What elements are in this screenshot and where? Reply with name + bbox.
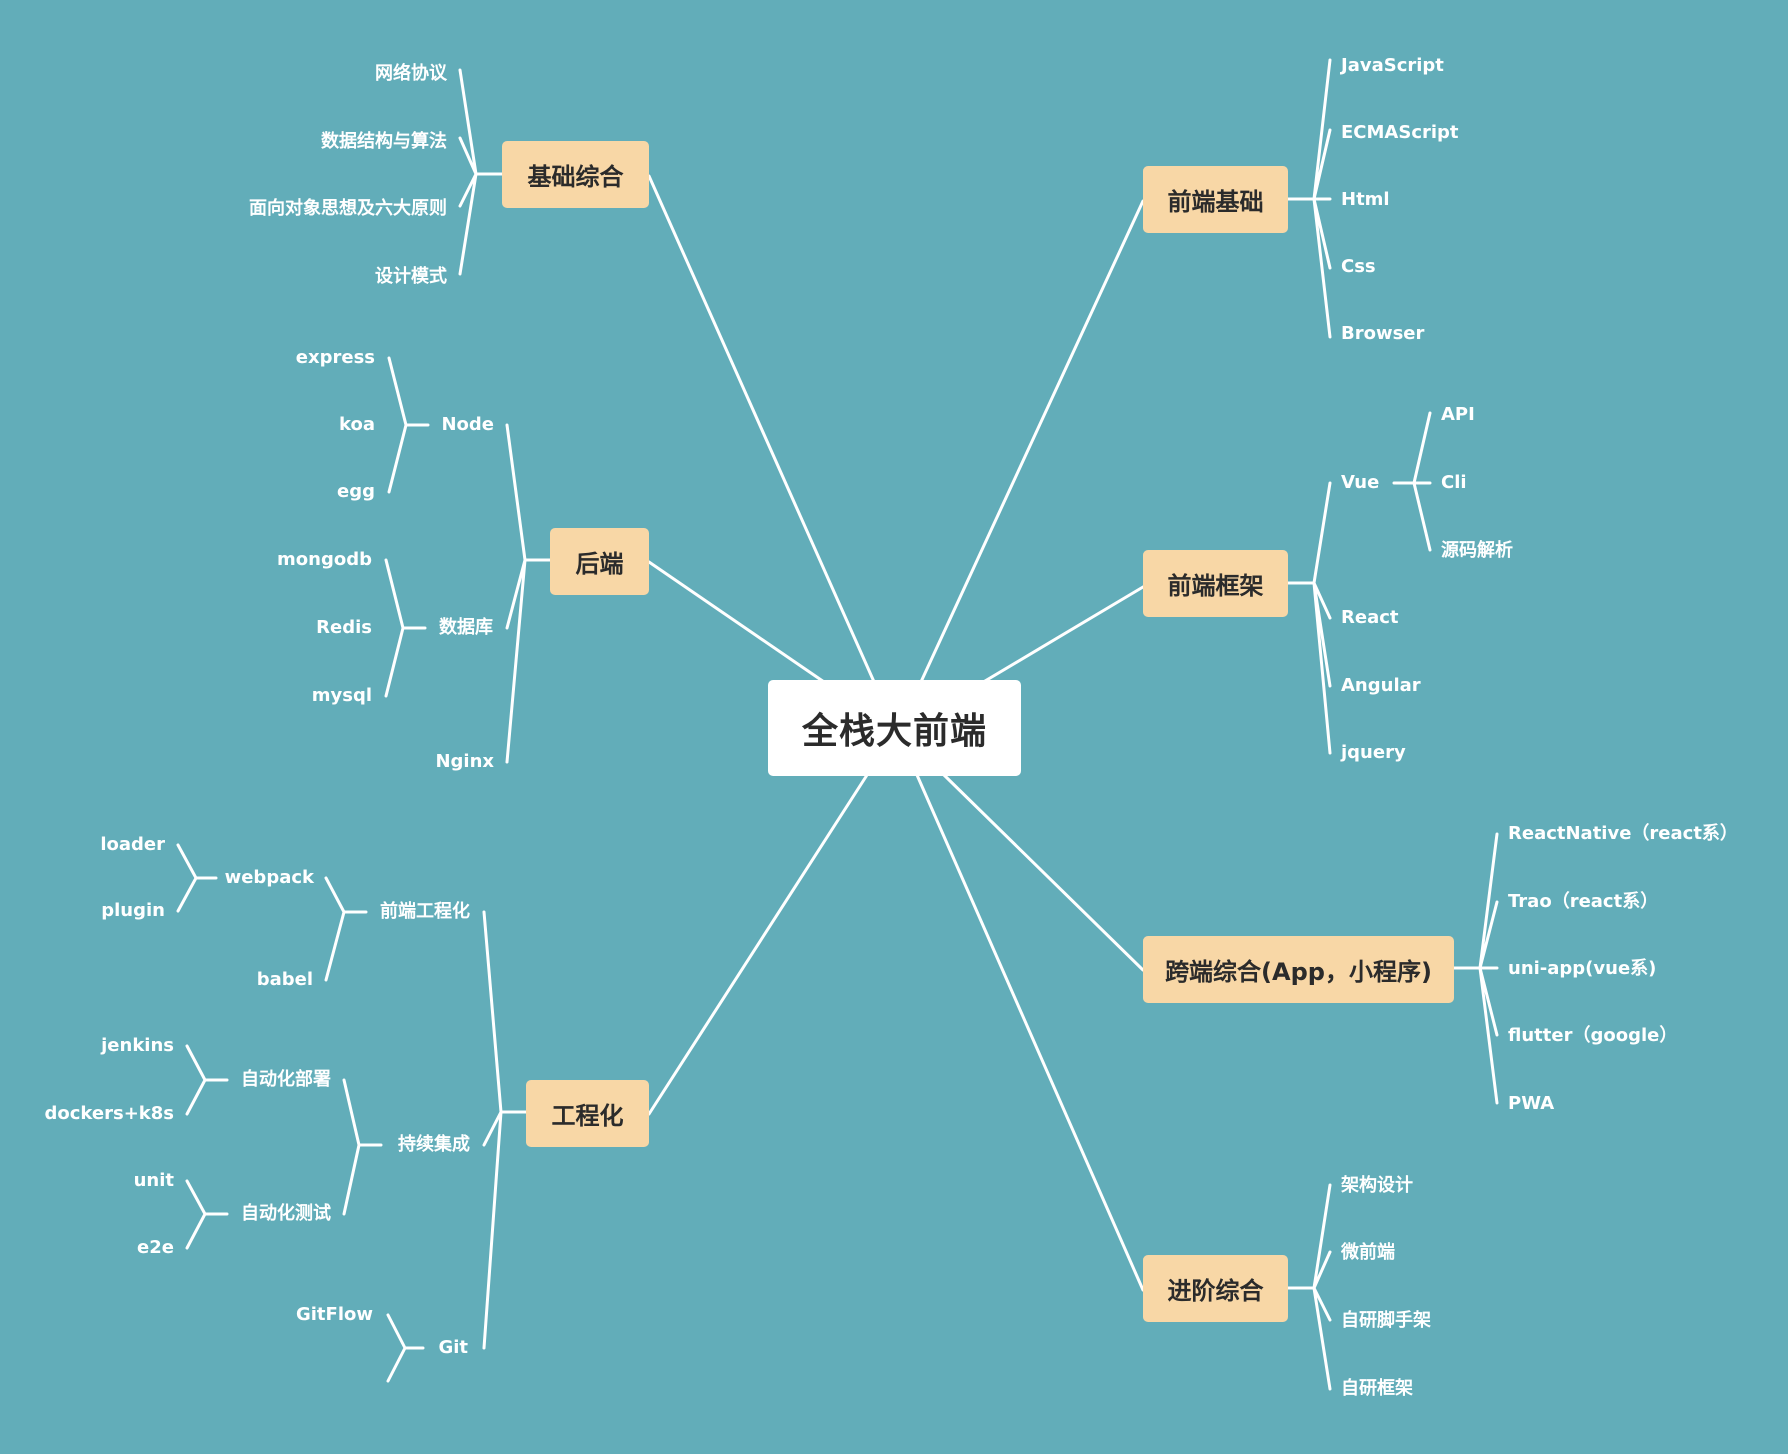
leaf-label[interactable]: Redis	[316, 617, 372, 638]
sub-label-webpack[interactable]: webpack	[224, 867, 314, 888]
branch-qdjc[interactable]: 前端基础	[1143, 166, 1288, 233]
branch-houduan[interactable]: 后端	[550, 528, 649, 595]
sub-label-vue[interactable]: Vue	[1341, 472, 1380, 493]
sub-label-git[interactable]: Git	[438, 1337, 468, 1358]
node-fan-lines	[387, 356, 430, 494]
leaf-label[interactable]: dockers+k8s	[44, 1103, 175, 1124]
sub-label-db[interactable]: 数据库	[439, 617, 493, 638]
root-to-jinjie-line	[915, 773, 1145, 1292]
sub-label-fe[interactable]: 前端工程化	[380, 901, 470, 922]
leaf-label[interactable]: 面向对象思想及六大原则	[249, 198, 447, 219]
leaf-label[interactable]: egg	[337, 481, 375, 502]
leaf-label[interactable]: Cli	[1441, 472, 1467, 493]
leaf-label[interactable]: 数据结构与算法	[321, 131, 447, 152]
leaf-label[interactable]: ECMAScript	[1341, 122, 1459, 143]
branch-jinjie[interactable]: 进阶综合	[1143, 1255, 1288, 1322]
qdkj-fan-lines	[1286, 481, 1332, 755]
leaf-label[interactable]: React	[1341, 607, 1399, 628]
leaf-label[interactable]: 架构设计	[1341, 1175, 1413, 1196]
leaf-label[interactable]: plugin	[101, 900, 165, 921]
gongcheng-fan-lines	[482, 910, 528, 1350]
root-to-qdjc-line	[918, 199, 1145, 686]
leaf-label[interactable]: Angular	[1341, 675, 1421, 696]
branch-jichu[interactable]: 基础综合	[502, 141, 649, 208]
leaf-label[interactable]: 自研脚手架	[1341, 1310, 1431, 1331]
houduan-fan-lines	[505, 423, 552, 764]
leaf-label[interactable]: JavaScript	[1341, 55, 1444, 76]
root-to-gongcheng-line	[647, 773, 869, 1116]
leaf-label[interactable]: API	[1441, 404, 1475, 425]
leaf-label[interactable]: 自研框架	[1341, 1378, 1413, 1399]
root-to-kuaduan-line	[942, 773, 1145, 972]
root-to-qdkj-line	[978, 585, 1145, 686]
leaf-label[interactable]: koa	[339, 414, 375, 435]
leaf-label[interactable]: Browser	[1341, 323, 1425, 344]
sub-label-test[interactable]: 自动化测试	[241, 1203, 331, 1224]
leaf-label[interactable]: Css	[1341, 256, 1376, 277]
leaf-label[interactable]: unit	[133, 1170, 174, 1191]
jinjie-fan-lines	[1286, 1183, 1332, 1391]
leaf-label[interactable]: express	[295, 347, 375, 368]
sub-label-ci[interactable]: 持续集成	[398, 1134, 470, 1155]
vue-fan-lines	[1392, 411, 1432, 552]
leaf-label[interactable]: mongodb	[277, 549, 372, 570]
leaf-label[interactable]: 设计模式	[375, 266, 447, 287]
leaf-label[interactable]: 网络协议	[375, 63, 447, 84]
leaf-label[interactable]: e2e	[137, 1237, 174, 1258]
leaf-label[interactable]: PWA	[1508, 1093, 1555, 1114]
branch-kuaduan[interactable]: 跨端综合(App，小程序)	[1143, 936, 1454, 1003]
leaf-label[interactable]: Trao（react系）	[1508, 891, 1659, 912]
deploy-fan-lines	[185, 1044, 229, 1116]
branch-gongcheng[interactable]: 工程化	[526, 1080, 649, 1147]
branch-qdkj[interactable]: 前端框架	[1143, 550, 1288, 617]
test-fan-lines	[185, 1179, 229, 1250]
fe-fan-lines	[324, 876, 368, 982]
sub-label-nginx[interactable]: Nginx	[435, 751, 494, 772]
leaf-label[interactable]: babel	[256, 969, 313, 990]
root-to-houduan-line	[647, 560, 829, 686]
leaf-label[interactable]: mysql	[311, 685, 372, 706]
root-node[interactable]: 全栈大前端	[768, 680, 1021, 776]
kuaduan-fan-lines	[1452, 832, 1499, 1105]
sub-label-deploy[interactable]: 自动化部署	[241, 1069, 331, 1090]
root-to-jichu-line	[647, 174, 877, 686]
git-fan-lines	[386, 1313, 425, 1383]
qdjc-fan-lines	[1286, 58, 1332, 339]
ci-fan-lines	[342, 1078, 383, 1216]
sub-label-node[interactable]: Node	[441, 414, 494, 435]
leaf-label[interactable]: flutter（google）	[1508, 1025, 1678, 1046]
leaf-label[interactable]: GitFlow	[295, 1304, 373, 1325]
leaf-label[interactable]: 源码解析	[1441, 540, 1513, 561]
leaf-label[interactable]: uni-app(vue系)	[1508, 958, 1657, 979]
leaf-label[interactable]: loader	[100, 834, 165, 855]
leaf-label[interactable]: jenkins	[101, 1035, 174, 1056]
jichu-fan-lines	[458, 68, 504, 276]
webpack-fan-lines	[176, 843, 218, 913]
db-fan-lines	[384, 558, 427, 698]
leaf-label[interactable]: 微前端	[1341, 1242, 1395, 1263]
leaf-label[interactable]: ReactNative（react系）	[1508, 823, 1738, 844]
leaf-label[interactable]: jquery	[1341, 742, 1406, 763]
leaf-label[interactable]: Html	[1341, 189, 1390, 210]
